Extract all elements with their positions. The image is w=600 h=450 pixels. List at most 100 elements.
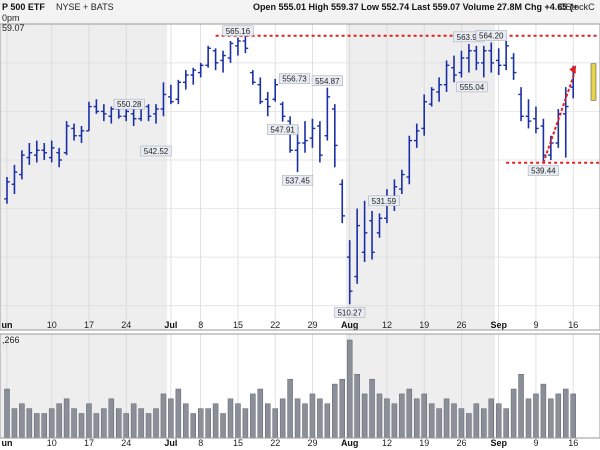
volume-bar xyxy=(332,383,338,439)
ohlc-bar xyxy=(41,143,48,160)
ohlc-bar xyxy=(264,92,271,117)
volume-bar xyxy=(510,388,517,439)
volume-bar xyxy=(399,393,405,439)
annotation-label: 563.91 xyxy=(457,33,482,42)
x-axis-label-volume: 22 xyxy=(270,438,280,448)
ohlc-bar xyxy=(413,123,420,148)
annotation-label: 550.28 xyxy=(117,100,142,109)
volume-bar xyxy=(451,403,457,439)
ohlc-bar xyxy=(481,45,487,78)
volume-bar xyxy=(495,403,502,439)
annotation-label: 555.04 xyxy=(460,83,485,92)
annotation-label: 539.44 xyxy=(531,167,556,176)
x-axis-label: 24 xyxy=(121,320,131,330)
volume-bar xyxy=(116,408,122,439)
annotation-box xyxy=(311,75,343,87)
x-axis-label: 8 xyxy=(198,320,203,330)
trend-arrowhead xyxy=(569,65,577,75)
volume-bar xyxy=(86,403,92,439)
annotation-box xyxy=(282,175,314,186)
ohlc-bar xyxy=(488,42,495,73)
volume-bar xyxy=(227,398,234,439)
volume-bar xyxy=(160,393,167,439)
volume-bar xyxy=(473,403,480,439)
ohlc-bar xyxy=(183,70,189,90)
annotation-box xyxy=(140,145,172,157)
x-axis-label: 12 xyxy=(382,320,392,330)
ohlc-bar xyxy=(78,126,85,143)
annotation-label: 554.87 xyxy=(315,77,340,86)
volume-bar xyxy=(384,398,390,439)
volume-bar xyxy=(101,408,107,439)
month-shade-price xyxy=(345,24,495,330)
volume-bar xyxy=(369,378,375,439)
ohlc-bar xyxy=(250,70,256,85)
symbol-name: P 500 ETF xyxy=(2,2,45,12)
ohlc-bar xyxy=(421,94,427,136)
chart-header: P 500 ETF NYSE + BATS Open 555.01 High 5… xyxy=(0,0,600,33)
volume-bar xyxy=(466,413,472,439)
volume-bar xyxy=(56,403,62,439)
annotation-label: 565.16 xyxy=(226,27,251,36)
annotation-label: 556.73 xyxy=(282,75,307,84)
ohlc-bar xyxy=(406,135,413,185)
volume-bar xyxy=(458,408,465,439)
ohlc-bar xyxy=(495,48,502,75)
x-axis-label: 16 xyxy=(568,320,578,330)
annotation-label: 564.20 xyxy=(479,31,504,40)
volume-bar xyxy=(503,408,509,439)
volume-bar xyxy=(145,413,152,439)
volume-bar xyxy=(548,398,554,439)
annotation-box xyxy=(527,165,559,176)
volume-bar xyxy=(279,398,286,439)
ohlc-bar xyxy=(168,84,174,105)
ohlc-bar xyxy=(63,121,70,156)
ohlc-bar xyxy=(361,200,368,262)
ohlc-bar xyxy=(227,41,234,63)
annotation-box xyxy=(278,73,311,84)
x-axis-label: 22 xyxy=(270,320,280,330)
volume-bar xyxy=(71,408,77,439)
x-axis-label-volume: Aug xyxy=(341,438,359,448)
volume-bar xyxy=(443,398,450,439)
volume-bar xyxy=(108,398,115,439)
volume-bar xyxy=(302,403,308,439)
volume-bar xyxy=(130,403,137,439)
ohlc-bar xyxy=(376,213,383,238)
trend-arrow-line xyxy=(542,70,577,164)
ohlc-bar xyxy=(101,104,107,122)
ohlc-bar xyxy=(4,177,10,204)
month-shading xyxy=(0,24,495,438)
ohlc-bar xyxy=(235,37,241,56)
month-shade-volume xyxy=(345,334,495,438)
annotation-label: 510.27 xyxy=(337,308,362,317)
volume-bar xyxy=(19,403,25,439)
x-axis-label-volume: 10 xyxy=(47,438,57,448)
ohlc-bar xyxy=(525,99,532,129)
volume-bar xyxy=(324,403,331,439)
x-axis-label-volume: 15 xyxy=(233,438,243,448)
ohlc-bar xyxy=(302,121,308,153)
annotation-box xyxy=(113,98,145,110)
ohlc-bar xyxy=(503,41,509,71)
volume-bar xyxy=(354,374,360,439)
ohlc-bar xyxy=(451,55,457,83)
x-axis-label: 29 xyxy=(307,320,317,330)
ohlc-bar xyxy=(197,62,204,78)
volume-bar xyxy=(421,393,427,439)
x-axis-label: 10 xyxy=(47,320,57,330)
x-axis-label-volume: 16 xyxy=(568,438,578,448)
volume-bar xyxy=(414,398,420,439)
volume-bar xyxy=(183,403,189,439)
volume-bar xyxy=(488,398,494,439)
ohlc-bar xyxy=(518,87,524,122)
ohlc-bar xyxy=(436,77,442,102)
volume-bar xyxy=(309,393,316,439)
x-axis-label: Jul xyxy=(164,320,177,330)
volume-bar xyxy=(533,393,539,439)
ohlc-bar xyxy=(324,87,331,141)
ohlc-bar xyxy=(354,208,360,284)
ohlc-bar xyxy=(399,169,405,194)
x-axis-label-volume: Sep xyxy=(490,438,507,448)
ohlc-bar xyxy=(71,123,77,141)
